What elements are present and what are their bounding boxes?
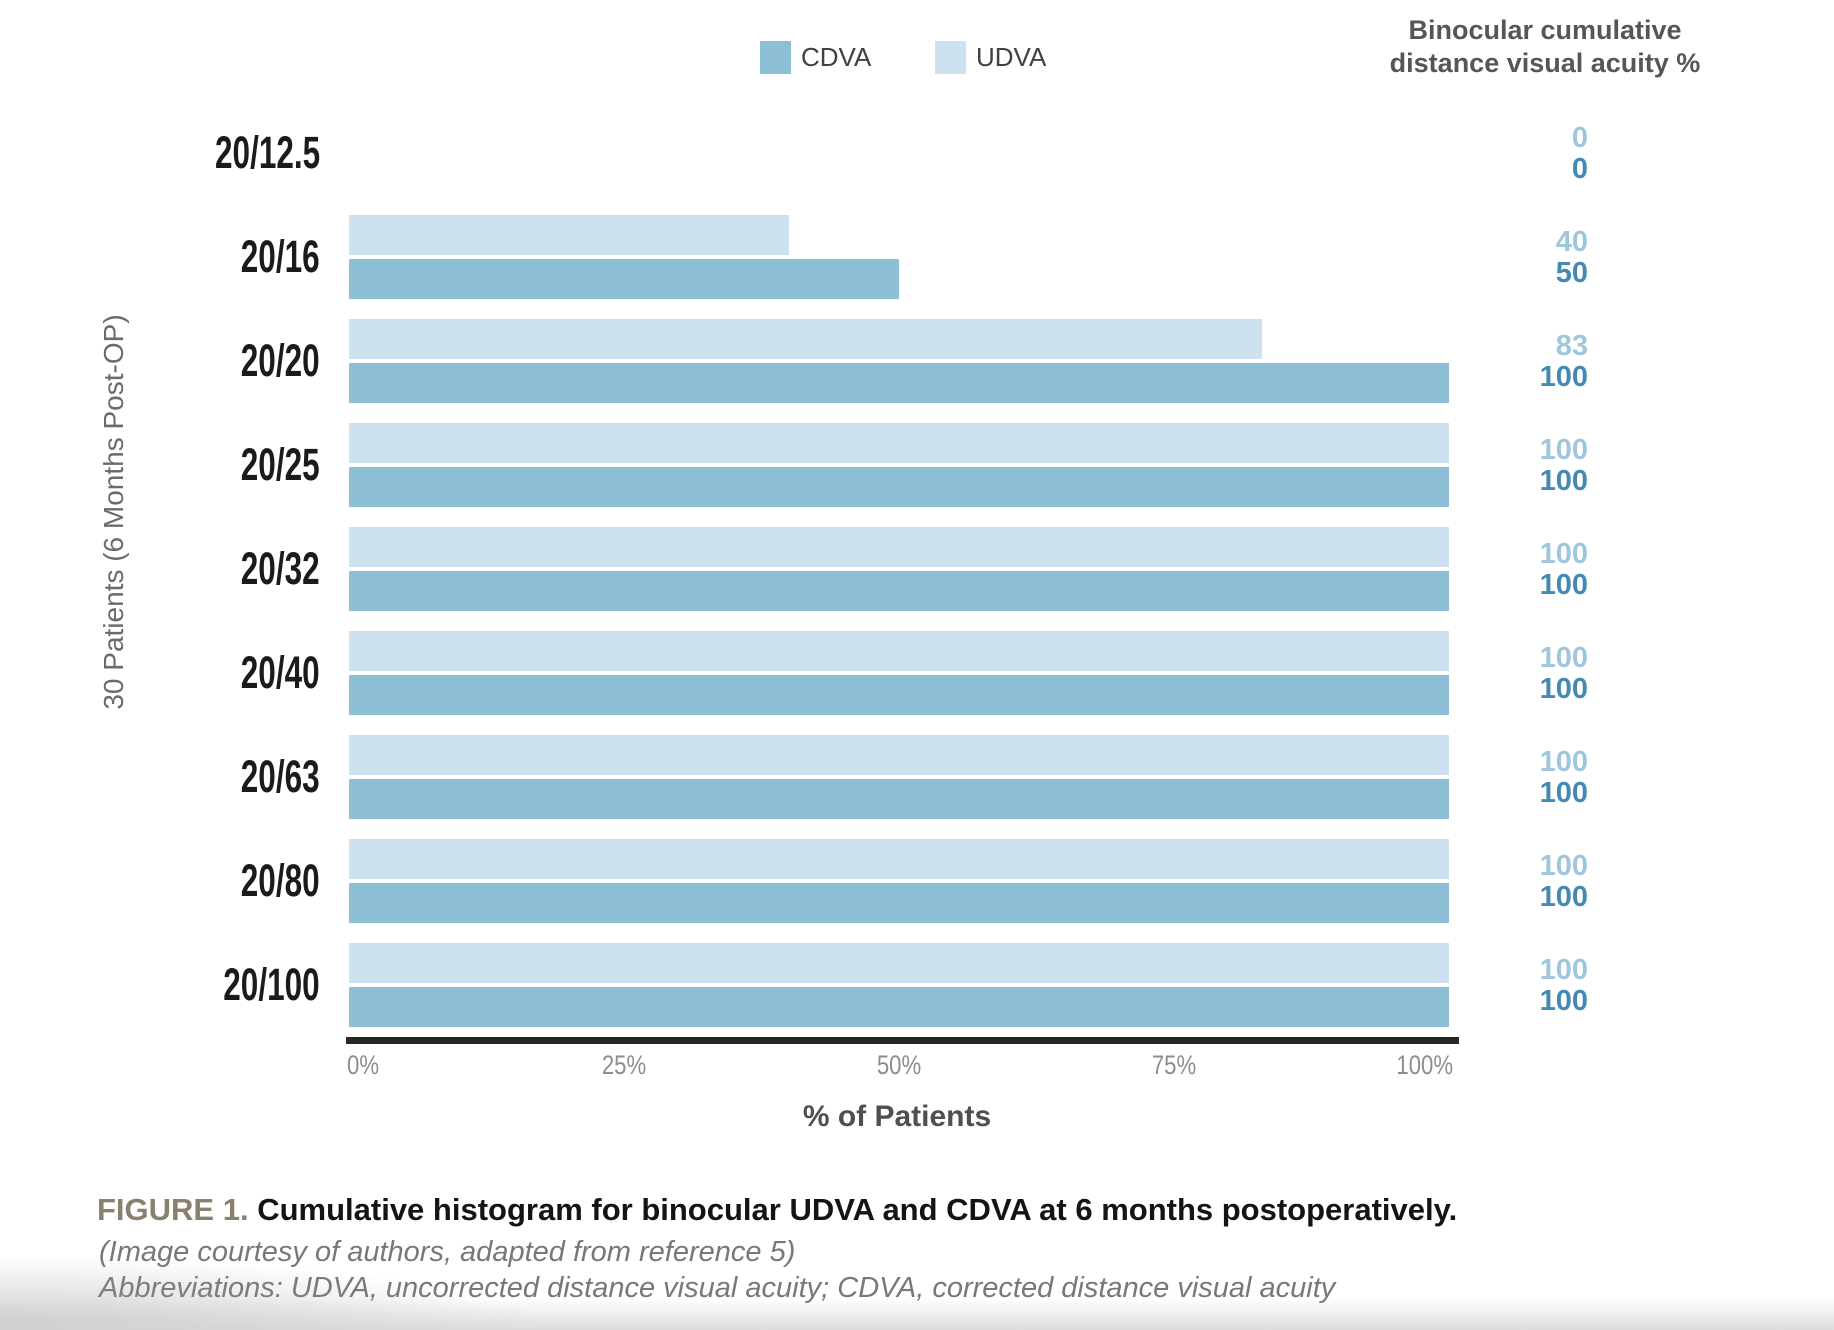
right-column-header: Binocular cumulative distance visual acu… <box>1345 14 1745 80</box>
x-tick-50: 50% <box>876 1050 922 1080</box>
y-axis-category-label: 20/12.5 <box>214 127 320 178</box>
y-axis-label: 30 Patients (6 Months Post-OP) <box>98 314 129 710</box>
udva-value-label: 100 <box>1539 746 1588 778</box>
udva-bar <box>349 839 1449 879</box>
udva-value-label: 40 <box>1555 226 1588 258</box>
cdva-value-label: 100 <box>1539 361 1588 393</box>
cdva-value-label: 100 <box>1539 881 1588 913</box>
udva-bar <box>349 319 1262 359</box>
cdva-value-label: 50 <box>1555 257 1588 289</box>
cdva-bar <box>349 467 1449 507</box>
cdva-bar <box>349 883 1449 923</box>
x-tick-75: 75% <box>1151 1050 1197 1080</box>
udva-bar <box>349 735 1449 775</box>
cdva-value-label: 100 <box>1539 673 1588 705</box>
cdva-bar <box>349 987 1449 1027</box>
cdva-value-label: 100 <box>1539 985 1588 1017</box>
legend-label-udva: UDVA <box>976 42 1047 72</box>
y-axis-category-label: 20/63 <box>241 751 320 802</box>
cdva-bar <box>349 571 1449 611</box>
cdva-bar <box>349 675 1449 715</box>
y-axis-category-label: 20/40 <box>241 647 320 698</box>
cdva-bar <box>349 779 1449 819</box>
x-tick-0: 0% <box>347 1050 380 1080</box>
udva-value-label: 100 <box>1539 538 1588 570</box>
legend-label-cdva: CDVA <box>801 42 872 72</box>
y-axis-category-label: 20/100 <box>223 959 320 1010</box>
legend-swatch-cdva <box>760 41 791 74</box>
legend-swatch-udva <box>935 41 966 74</box>
y-axis-category-label: 20/20 <box>241 335 320 386</box>
x-tick-25: 25% <box>601 1050 647 1080</box>
figure-number-label: FIGURE 1. <box>97 1192 249 1227</box>
udva-bar <box>349 943 1449 983</box>
cdva-bar <box>349 259 899 299</box>
y-axis-category-label: 20/80 <box>241 855 320 906</box>
udva-value-label: 100 <box>1539 434 1588 466</box>
udva-value-label: 100 <box>1539 642 1588 674</box>
y-axis-category-label: 20/16 <box>241 231 320 282</box>
cdva-bar <box>349 363 1449 403</box>
udva-value-label: 83 <box>1555 330 1588 362</box>
x-axis-label: % of Patients <box>802 1100 992 1133</box>
udva-bar <box>349 527 1449 567</box>
right-column-header-line1: Binocular cumulative <box>1408 15 1682 45</box>
y-axis-category-label: 20/32 <box>241 543 320 594</box>
figure-caption: FIGURE 1. Cumulative histogram for binoc… <box>97 1192 1457 1228</box>
figure-caption-title: Cumulative histogram for binocular UDVA … <box>248 1192 1458 1227</box>
udva-bar <box>349 631 1449 671</box>
udva-bar <box>349 215 789 255</box>
udva-value-label: 100 <box>1539 954 1588 986</box>
udva-bar <box>349 423 1449 463</box>
cdva-value-label: 100 <box>1539 569 1588 601</box>
cdva-value-label: 100 <box>1539 777 1588 809</box>
page-edge-shadow <box>0 1298 1834 1330</box>
udva-value-label: 100 <box>1539 850 1588 882</box>
right-column-header-line2: distance visual acuity % <box>1389 48 1701 78</box>
cdva-value-label: 0 <box>1571 153 1588 185</box>
x-axis-line <box>346 1037 1459 1044</box>
udva-value-label: 0 <box>1571 122 1588 154</box>
cdva-value-label: 100 <box>1539 465 1588 497</box>
x-tick-100: 100% <box>1396 1050 1453 1080</box>
y-axis-category-label: 20/25 <box>241 439 320 490</box>
